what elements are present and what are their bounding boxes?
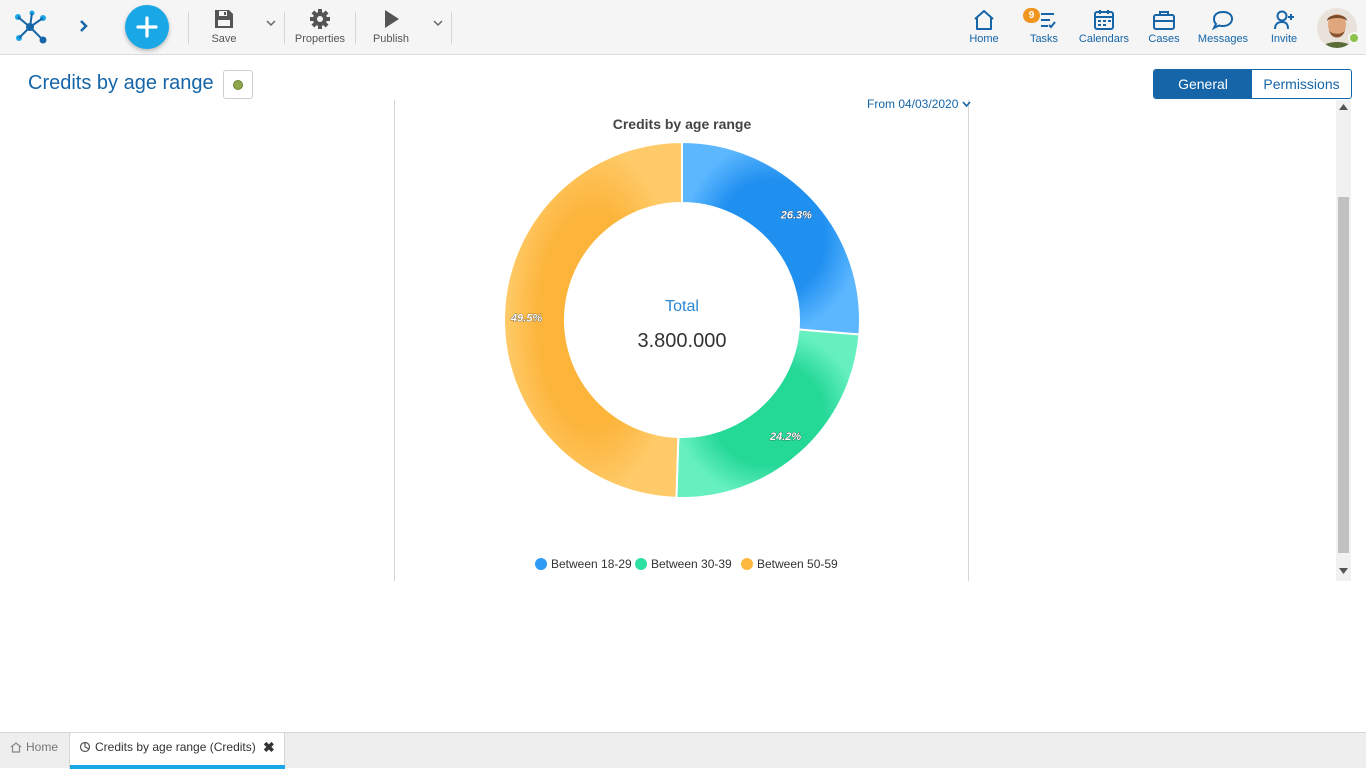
floppy-icon	[215, 10, 233, 28]
tab-permissions[interactable]: Permissions	[1252, 70, 1351, 98]
scrollbar-thumb[interactable]	[1338, 197, 1349, 553]
pie-chart-icon	[79, 741, 91, 753]
nav-invite-label: Invite	[1270, 33, 1298, 45]
nav-tasks-label: Tasks	[1029, 33, 1059, 45]
date-filter-label: From 04/03/2020	[867, 97, 959, 111]
view-tabs: General Permissions	[1153, 69, 1352, 99]
nav-cases-label: Cases	[1148, 33, 1180, 45]
donut-slice-2[interactable]	[675, 328, 861, 499]
legend-marker-2[interactable]	[635, 558, 647, 570]
save-button[interactable]: Save	[204, 6, 244, 50]
donut-chart-svg: Credits by age range 26.3% 24.2% 49.5% Tot…	[503, 116, 861, 571]
logo-icon[interactable]	[10, 8, 50, 46]
tasks-count-badge: 9	[1023, 8, 1040, 23]
chevron-down-icon	[962, 101, 971, 108]
slice-value-label-1: 26.3%	[780, 210, 812, 222]
nav-home-label: Home	[969, 33, 999, 45]
add-button[interactable]	[125, 5, 169, 49]
save-label: Save	[211, 33, 237, 45]
center-label: Total	[665, 298, 699, 315]
legend-marker-3[interactable]	[741, 558, 753, 570]
plus-icon	[136, 16, 158, 38]
properties-button[interactable]: Properties	[293, 6, 347, 50]
center-value: 3.800.000	[638, 330, 727, 352]
scroll-up-arrow-icon[interactable]	[1339, 104, 1348, 110]
date-filter-dropdown[interactable]: From 04/03/2020	[867, 97, 971, 111]
nav-invite[interactable]: Invite	[1266, 6, 1302, 50]
nav-tasks[interactable]: Tasks	[1024, 6, 1064, 50]
online-status-dot	[1348, 32, 1360, 44]
bottom-tab-active-label: Credits by age range (Credits)	[95, 740, 256, 754]
play-icon	[385, 10, 399, 28]
status-indicator-button[interactable]	[223, 70, 253, 99]
nav-calendars[interactable]: Calendars	[1078, 6, 1130, 50]
bottom-tab-home-label: Home	[26, 740, 59, 754]
bottom-tab-bar: Home Credits by age range (Credits) ✖	[0, 732, 1366, 769]
panel-border-left	[394, 100, 395, 581]
tab-general[interactable]: General	[1154, 70, 1252, 98]
nav-cases[interactable]: Cases	[1146, 6, 1182, 50]
bottom-tab-active[interactable]: Credits by age range (Credits) ✖	[70, 733, 285, 769]
legend-label-2[interactable]: Between 30-39	[651, 557, 732, 571]
toolbar-divider	[451, 12, 452, 44]
chart-title: Credits by age range	[613, 116, 752, 132]
donut-slice-3[interactable]	[503, 140, 683, 499]
status-dot-icon	[233, 80, 243, 90]
nav-home[interactable]: Home	[964, 6, 1004, 50]
house-icon	[10, 742, 22, 753]
toolbar-divider	[355, 12, 356, 44]
gear-icon	[310, 9, 330, 29]
page-title: Credits by age range	[28, 72, 214, 94]
add-user-icon	[1274, 10, 1294, 30]
toolbar-divider	[188, 12, 189, 44]
legend-label-1[interactable]: Between 18-29	[551, 557, 632, 571]
slice-value-label-2: 24.2%	[769, 431, 801, 443]
chat-bubble-icon	[1211, 10, 1234, 31]
donut-slice-1[interactable]	[681, 140, 861, 336]
publish-button[interactable]: Publish	[370, 6, 412, 50]
publish-dropdown-chevron-down-icon[interactable]	[431, 16, 445, 30]
close-icon[interactable]: ✖	[263, 739, 275, 755]
donut-chart: Credits by age range 26.3% 24.2% 49.5% Tot…	[395, 110, 968, 580]
top-toolbar: Save Properties Publish Home Tasks	[0, 0, 1366, 55]
save-dropdown-chevron-down-icon[interactable]	[264, 16, 278, 30]
nav-calendars-label: Calendars	[1078, 33, 1130, 45]
properties-label: Properties	[294, 33, 346, 45]
legend-label-3[interactable]: Between 50-59	[757, 557, 838, 571]
toolbar-divider	[284, 12, 285, 44]
house-icon	[974, 10, 994, 30]
legend-marker-1[interactable]	[535, 558, 547, 570]
bottom-tab-home[interactable]: Home	[0, 733, 70, 769]
tasks-icon	[1041, 13, 1056, 29]
slice-value-label-3: 49.5%	[510, 313, 542, 325]
calendar-icon	[1094, 10, 1114, 30]
briefcase-icon	[1153, 11, 1175, 30]
scroll-down-arrow-icon[interactable]	[1339, 568, 1348, 574]
chevron-right-icon[interactable]	[72, 14, 96, 38]
nav-messages-label: Messages	[1197, 33, 1249, 45]
publish-label: Publish	[372, 33, 410, 45]
nav-messages[interactable]: Messages	[1196, 6, 1250, 50]
panel-border-right	[968, 100, 969, 581]
active-tab-indicator	[70, 765, 285, 769]
